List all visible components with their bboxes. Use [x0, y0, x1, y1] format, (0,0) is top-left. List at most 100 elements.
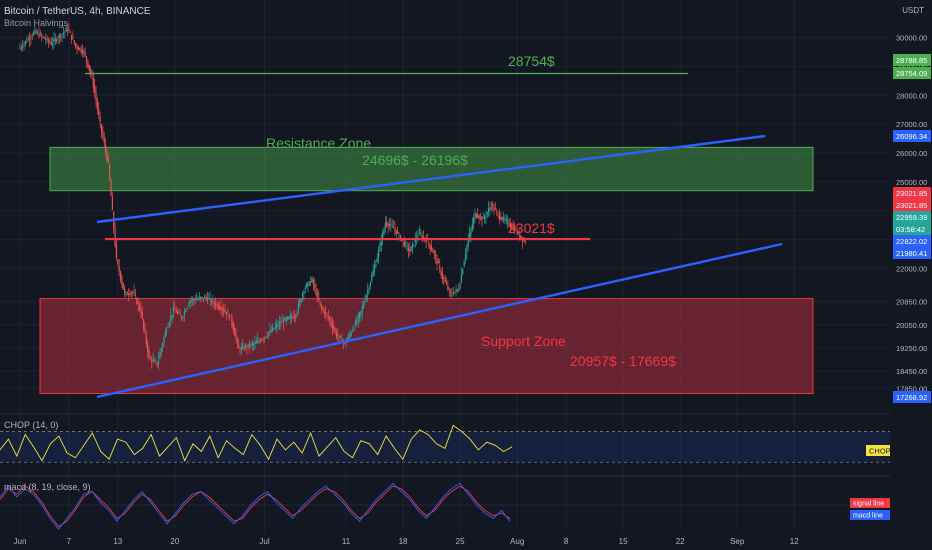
candle-body[interactable]	[224, 310, 226, 313]
candle-body[interactable]	[383, 228, 385, 234]
candle-body[interactable]	[149, 358, 151, 360]
candle-body[interactable]	[372, 270, 374, 277]
candle-body[interactable]	[498, 214, 501, 220]
candle-body[interactable]	[206, 297, 209, 301]
candle-body[interactable]	[73, 40, 75, 44]
candle-body[interactable]	[289, 315, 291, 319]
candle-body[interactable]	[261, 339, 263, 341]
candle-body[interactable]	[314, 284, 316, 288]
candle-body[interactable]	[119, 271, 122, 280]
candle-body[interactable]	[216, 304, 218, 306]
candle-body[interactable]	[454, 291, 456, 293]
candle-body[interactable]	[473, 217, 475, 225]
candle-body[interactable]	[159, 352, 161, 359]
candle-body[interactable]	[38, 33, 40, 37]
candle-body[interactable]	[170, 315, 172, 321]
candle-body[interactable]	[488, 208, 490, 213]
candle-body[interactable]	[445, 282, 448, 285]
candle-body[interactable]	[269, 330, 271, 334]
candle-body[interactable]	[507, 220, 509, 222]
candle-body[interactable]	[219, 306, 221, 310]
candle-body[interactable]	[28, 38, 31, 40]
candle-body[interactable]	[441, 273, 444, 279]
candle-body[interactable]	[477, 214, 479, 218]
candle-body[interactable]	[432, 249, 434, 253]
candle-body[interactable]	[322, 307, 324, 310]
candle-body[interactable]	[420, 234, 422, 236]
candle-body[interactable]	[282, 321, 285, 324]
candle-body[interactable]	[130, 292, 132, 294]
candle-body[interactable]	[23, 43, 25, 45]
candle-body[interactable]	[160, 348, 162, 354]
candle-body[interactable]	[162, 343, 164, 348]
candle-body[interactable]	[349, 333, 351, 337]
candle-body[interactable]	[39, 33, 41, 35]
candle-body[interactable]	[429, 244, 431, 249]
candle-body[interactable]	[265, 336, 267, 338]
candle-body[interactable]	[153, 359, 156, 361]
candle-body[interactable]	[35, 31, 37, 33]
candle-body[interactable]	[296, 312, 298, 315]
candle-body[interactable]	[193, 299, 195, 301]
candle-body[interactable]	[140, 308, 142, 314]
candle-body[interactable]	[26, 41, 28, 43]
price-scale-badge[interactable]	[893, 223, 931, 235]
symbol-title[interactable]: Bitcoin / TetherUS, 4h, BINANCE	[4, 6, 151, 17]
candle-body[interactable]	[91, 73, 93, 76]
candle-body[interactable]	[243, 347, 245, 350]
candle-body[interactable]	[174, 308, 176, 311]
candle-body[interactable]	[350, 332, 353, 334]
candle-body[interactable]	[84, 51, 86, 56]
candle-body[interactable]	[176, 311, 179, 313]
candle-body[interactable]	[255, 341, 257, 344]
candle-body[interactable]	[164, 331, 166, 338]
candle-body[interactable]	[462, 269, 464, 275]
candle-body[interactable]	[348, 334, 350, 339]
candle-body[interactable]	[212, 300, 214, 302]
candle-body[interactable]	[167, 326, 169, 329]
candle-body[interactable]	[215, 303, 217, 306]
candle-body[interactable]	[72, 37, 74, 39]
candle-body[interactable]	[228, 314, 230, 319]
candle-body[interactable]	[481, 217, 483, 221]
price-axis[interactable]: 30000.00 29000.00 28000.00 27000.00 26000.00…	[890, 0, 932, 532]
candle-body[interactable]	[134, 294, 137, 297]
candle-body[interactable]	[183, 311, 185, 315]
candle-body[interactable]	[254, 342, 256, 345]
candle-body[interactable]	[54, 38, 56, 41]
candle-body[interactable]	[452, 293, 454, 295]
candle-body[interactable]	[31, 36, 33, 38]
candle-body[interactable]	[519, 234, 521, 238]
candle-body[interactable]	[189, 300, 191, 304]
candle-body[interactable]	[300, 299, 302, 302]
candle-body[interactable]	[369, 282, 372, 286]
candle-body[interactable]	[220, 307, 222, 311]
candle-body[interactable]	[75, 43, 77, 47]
candle-body[interactable]	[335, 332, 338, 337]
chop-pane[interactable]: 60.0040.00CHOP	[0, 413, 932, 467]
candle-body[interactable]	[148, 350, 150, 357]
candle-body[interactable]	[232, 322, 234, 331]
price-series[interactable]	[19, 22, 526, 370]
candle-body[interactable]	[449, 291, 452, 294]
candle-body[interactable]	[397, 231, 399, 233]
candle-body[interactable]	[451, 294, 453, 296]
candle-body[interactable]	[122, 282, 124, 290]
candle-body[interactable]	[478, 215, 480, 219]
candle-body[interactable]	[30, 37, 32, 39]
candle-body[interactable]	[497, 212, 499, 214]
candle-body[interactable]	[144, 327, 146, 333]
candle-body[interactable]	[147, 342, 149, 353]
candle-body[interactable]	[47, 40, 50, 42]
candle-body[interactable]	[460, 274, 463, 282]
candle-body[interactable]	[259, 340, 262, 342]
candle-body[interactable]	[345, 342, 347, 344]
candle-body[interactable]	[425, 238, 427, 243]
candle-body[interactable]	[152, 359, 154, 361]
candle-body[interactable]	[483, 217, 486, 220]
candle-body[interactable]	[208, 298, 210, 300]
candle-body[interactable]	[325, 311, 327, 313]
candle-body[interactable]	[418, 232, 420, 234]
candle-body[interactable]	[378, 249, 380, 257]
